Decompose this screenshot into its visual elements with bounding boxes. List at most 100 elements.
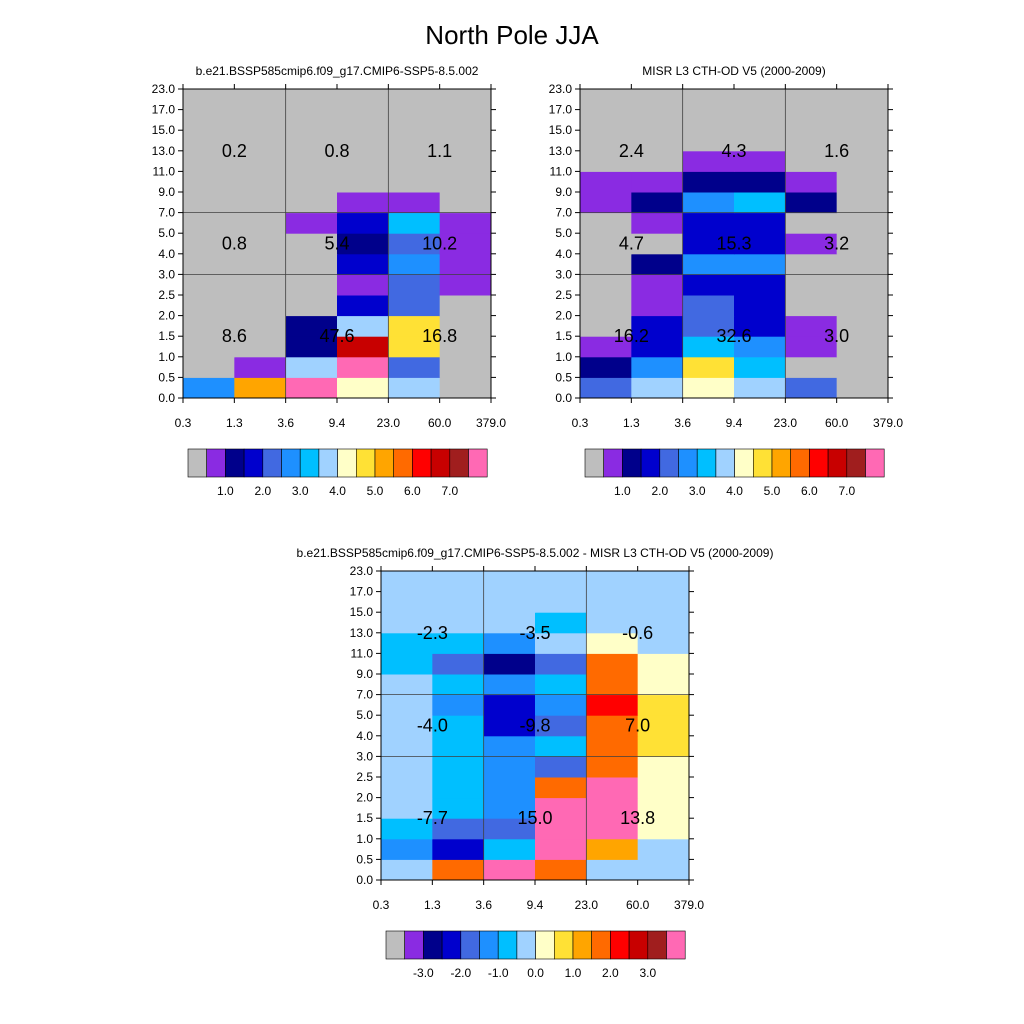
colorbar-swatch [441, 930, 462, 960]
heatmap-cell [432, 838, 485, 860]
heatmap-cell [734, 212, 786, 234]
colorbar-swatch [628, 930, 649, 960]
heatmap-cell [734, 109, 786, 131]
heatmap-cell [836, 150, 889, 172]
colorbar-swatch [553, 930, 574, 960]
heatmap-cell [183, 89, 235, 111]
heatmap-cell [535, 694, 587, 716]
heatmap-cell [285, 356, 338, 378]
colorbar-label: 3.0 [639, 966, 656, 980]
heatmap-cell [432, 859, 485, 881]
x-tick-label: 1.3 [623, 416, 640, 430]
heatmap-cell [337, 377, 389, 399]
y-tick-label: 9.0 [555, 185, 572, 199]
heatmap-cell [285, 253, 338, 275]
heatmap-cell [183, 315, 235, 337]
heatmap-cell [682, 295, 735, 317]
heatmap-cell [285, 212, 338, 234]
heatmap-cell [388, 212, 441, 234]
colorbar-swatch [243, 448, 264, 478]
block-value-label: 7.0 [625, 716, 650, 736]
heatmap-cell [785, 253, 838, 275]
colorbar-swatch [299, 448, 320, 478]
block-value-label: 5.4 [324, 234, 349, 254]
heatmap-cell [483, 838, 536, 860]
heatmap-cell [432, 797, 485, 819]
y-tick-label: 0.5 [356, 852, 373, 866]
block-value-label: 15.3 [716, 234, 751, 254]
heatmap-cell [637, 591, 690, 613]
heatmap-cell [682, 130, 735, 152]
heatmap-cell [586, 674, 639, 696]
heatmap-cell [637, 735, 690, 757]
heatmap-cell [580, 336, 632, 358]
colorbar: 1.0 2.0 3.0 4.0 5.0 6.0 7.0 [584, 448, 885, 498]
heatmap-cell [234, 336, 287, 358]
heatmap-cell [535, 777, 587, 799]
heatmap-cell [734, 89, 786, 111]
y-tick-label: 11.0 [351, 646, 374, 660]
heatmap-cell [580, 171, 632, 193]
heatmap-cell [836, 109, 889, 131]
y-tick-label: 0.0 [555, 391, 572, 405]
heatmap-cell [388, 171, 441, 193]
colorbar-swatch [696, 448, 717, 478]
heatmap-cell [836, 274, 889, 296]
heatmap-cell [439, 274, 492, 296]
heatmap-cell [734, 295, 786, 317]
heatmap-cell [637, 838, 690, 860]
colorbar-swatch [666, 930, 686, 960]
heatmap-cell [388, 130, 441, 152]
heatmap-cell [631, 130, 684, 152]
y-tick-label: 5.0 [555, 226, 572, 240]
x-tick-label: 9.4 [726, 416, 743, 430]
heatmap-cell [388, 233, 441, 255]
heatmap-cell [483, 612, 536, 634]
heatmap-cell [631, 233, 684, 255]
x-tick-label: 9.4 [329, 416, 346, 430]
y-tick-label: 3.0 [356, 749, 373, 763]
heatmap-cell [285, 295, 338, 317]
heatmap-cell [381, 735, 433, 757]
heatmap-cell [285, 274, 338, 296]
x-tick-label: 379.0 [476, 416, 506, 430]
colorbar-label: 1.0 [217, 484, 234, 498]
y-tick-label: 2.5 [356, 770, 373, 784]
heatmap-cell [734, 233, 786, 255]
heatmap-cell [432, 632, 485, 654]
heatmap-cell [234, 109, 287, 131]
x-tick-label: 23.0 [774, 416, 798, 430]
heatmap-cell [381, 571, 433, 593]
y-tick-label: 0.0 [158, 391, 175, 405]
heatmap-cell [439, 336, 492, 358]
x-tick-label: 3.6 [475, 898, 492, 912]
colorbar-label: 5.0 [764, 484, 781, 498]
block-value-label: 15.0 [517, 808, 552, 828]
heatmap-cell [381, 859, 433, 881]
heatmap-cell [580, 233, 632, 255]
y-tick-label: 13.0 [549, 144, 573, 158]
y-tick-label: 13.0 [152, 144, 176, 158]
y-tick-label: 11.0 [153, 164, 176, 178]
y-tick-label: 13.0 [350, 626, 374, 640]
colorbar-swatch [412, 448, 432, 478]
heatmap-cell [535, 591, 587, 613]
heatmap-cell [682, 315, 735, 337]
colorbar-swatch [591, 930, 611, 960]
colorbar-swatch [468, 448, 488, 478]
block-value-label: 13.8 [620, 808, 655, 828]
heatmap-cell [586, 632, 639, 654]
heatmap-cell [836, 212, 889, 234]
heatmap-cell [785, 336, 838, 358]
colorbar-swatch [385, 930, 406, 960]
heatmap-cell [483, 653, 536, 675]
colorbar-label: -1.0 [488, 966, 509, 980]
heatmap-cell [682, 89, 735, 111]
colorbar-label: -2.0 [450, 966, 471, 980]
y-tick-label: 1.5 [158, 329, 175, 343]
colorbar-swatch [355, 448, 376, 478]
y-tick-label: 15.0 [152, 123, 176, 137]
heatmap-cell [586, 735, 639, 757]
heatmap-cell [535, 859, 587, 881]
heatmap-cell [631, 295, 684, 317]
